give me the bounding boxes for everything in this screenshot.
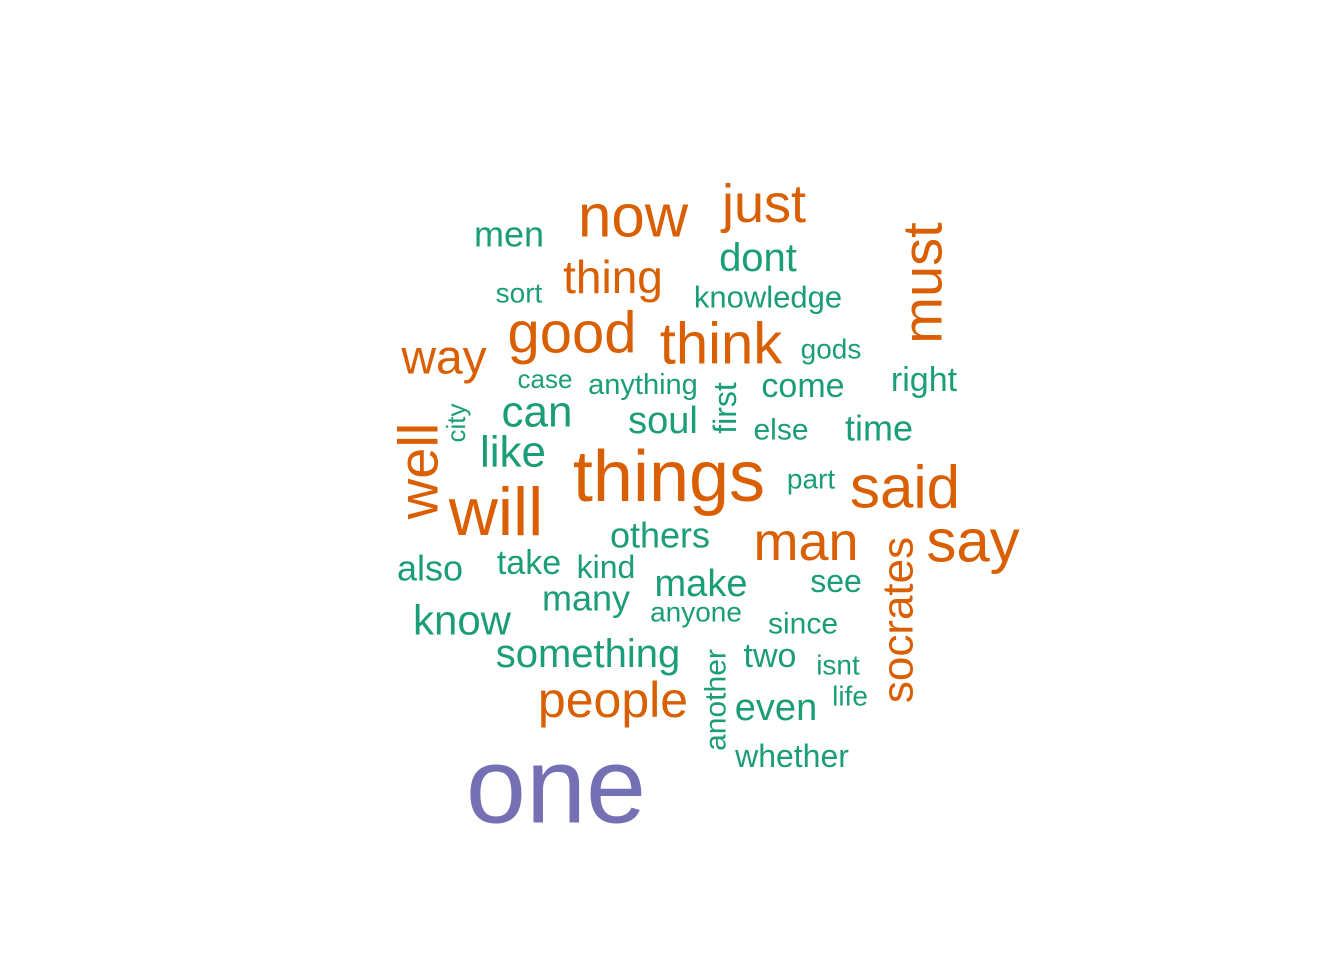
- word-isnt: isnt: [816, 650, 860, 681]
- word-just: just: [720, 174, 806, 234]
- word-even: even: [735, 687, 817, 729]
- word-say: say: [926, 508, 1019, 575]
- word-right: right: [891, 361, 958, 399]
- word-know: know: [413, 597, 512, 644]
- word-soul: soul: [628, 400, 698, 442]
- word-now: now: [578, 183, 689, 250]
- word-life: life: [832, 681, 868, 712]
- word-many: many: [542, 578, 630, 619]
- word-else: else: [753, 414, 808, 447]
- word-can: can: [502, 388, 573, 437]
- word-kind: kind: [577, 549, 636, 585]
- word-good: good: [507, 301, 636, 366]
- word-part: part: [787, 464, 835, 495]
- word-said: said: [850, 454, 960, 521]
- word-also: also: [397, 548, 463, 589]
- word-another: another: [700, 649, 733, 751]
- word-think: think: [660, 312, 784, 377]
- word-socrates: socrates: [874, 537, 923, 703]
- word-dont: dont: [719, 236, 797, 280]
- word-since: since: [768, 608, 838, 641]
- word-anyone: anyone: [650, 597, 742, 628]
- word-first: first: [707, 382, 743, 434]
- word-time: time: [845, 408, 913, 449]
- word-gods: gods: [801, 334, 862, 365]
- word-make: make: [655, 563, 748, 605]
- word-like: like: [480, 428, 546, 477]
- word-must: must: [891, 222, 954, 344]
- word-one: one: [466, 725, 646, 846]
- word-things: things: [573, 437, 765, 517]
- word-thing: thing: [563, 251, 663, 303]
- word-city: city: [441, 404, 471, 443]
- word-will: will: [448, 474, 543, 550]
- word-man: man: [753, 512, 858, 572]
- word-something: something: [496, 632, 681, 676]
- word-sort: sort: [496, 278, 543, 309]
- word-case: case: [518, 364, 573, 394]
- word-well: well: [387, 423, 450, 520]
- word-take: take: [497, 544, 561, 582]
- word-knowledge: knowledge: [694, 280, 842, 315]
- word-others: others: [610, 515, 710, 556]
- word-two: two: [744, 637, 797, 675]
- word-see: see: [810, 563, 862, 599]
- word-men: men: [474, 214, 544, 255]
- word-way: way: [400, 332, 486, 385]
- word-anything: anything: [588, 369, 698, 401]
- word-people: people: [538, 672, 688, 728]
- word-whether: whether: [734, 738, 849, 774]
- word-come: come: [761, 367, 844, 405]
